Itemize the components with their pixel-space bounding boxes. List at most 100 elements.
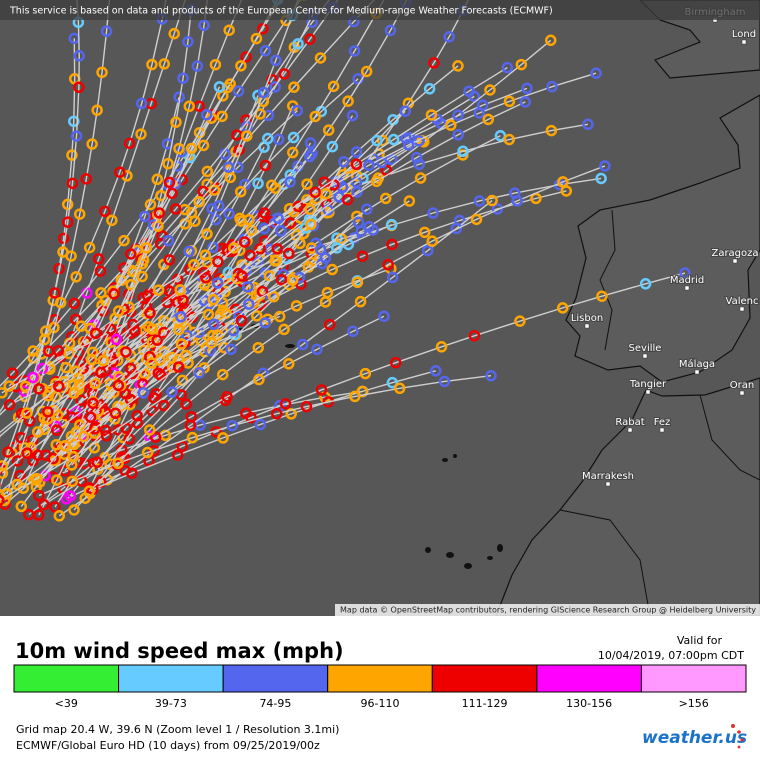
track-point	[83, 485, 96, 497]
track-point	[222, 266, 235, 279]
track-point	[202, 308, 215, 321]
track	[89, 0, 299, 489]
city-label: Lisbon	[571, 313, 603, 324]
map: BirminghamLondZaragozaMadridValencLisbon…	[0, 0, 760, 616]
track-point	[356, 385, 369, 398]
track-point	[0, 467, 9, 479]
track-point	[244, 249, 256, 262]
track-point	[112, 379, 125, 392]
track-point	[519, 96, 532, 108]
track	[22, 166, 230, 489]
track-point	[52, 380, 65, 393]
track-point	[348, 45, 361, 57]
track-point	[272, 212, 284, 224]
legend-label: >156	[679, 697, 709, 710]
track-point	[11, 478, 23, 491]
track-point	[273, 310, 286, 323]
track-point	[49, 287, 61, 299]
city-label: Marrakesh	[582, 471, 634, 482]
track-point	[250, 32, 263, 45]
track-point	[175, 311, 187, 323]
track	[35, 140, 420, 488]
track-point	[139, 210, 151, 223]
track-point	[252, 177, 264, 190]
track-point	[285, 408, 297, 420]
track-point	[501, 61, 514, 74]
track-point	[248, 296, 260, 309]
model-info: ECMWF/Global Euro HD (10 days) from 09/2…	[16, 739, 320, 752]
track-point	[234, 185, 247, 198]
track-point	[70, 365, 82, 377]
track-point	[89, 327, 102, 340]
track-point	[193, 196, 205, 208]
track-point	[96, 66, 108, 79]
track-point	[136, 270, 148, 283]
track-point	[118, 234, 130, 247]
track-point	[363, 159, 375, 172]
track-point	[47, 452, 59, 465]
track-point	[185, 142, 198, 155]
track-point	[243, 214, 255, 226]
track-point	[544, 34, 557, 47]
city-label: Oran	[730, 380, 754, 391]
track-point	[232, 85, 245, 97]
track-point	[149, 431, 162, 443]
track-point	[177, 72, 189, 84]
track-point	[0, 494, 5, 507]
track-point	[309, 110, 322, 123]
legend-label: 130-156	[566, 697, 612, 710]
track-point	[428, 57, 440, 69]
track-point	[66, 149, 78, 161]
track-point	[182, 35, 194, 48]
track-point	[393, 382, 406, 395]
track-point	[153, 207, 166, 219]
track-point	[213, 81, 226, 93]
track-point	[350, 146, 363, 158]
track-point	[60, 361, 72, 374]
track-point	[95, 366, 107, 379]
city-marker	[645, 389, 651, 395]
track-point	[59, 439, 71, 452]
track-point	[291, 104, 304, 117]
track-point	[257, 22, 269, 35]
track-point	[212, 200, 225, 212]
track-point	[378, 310, 390, 323]
track-point	[65, 250, 77, 262]
legend-label: 111-129	[462, 697, 508, 710]
track-point	[319, 252, 332, 264]
track-point	[158, 58, 171, 70]
track-point	[386, 271, 399, 284]
legend-swatch	[327, 664, 433, 693]
track-point	[410, 151, 423, 164]
track	[0, 66, 508, 438]
track-point	[327, 80, 340, 93]
track-point	[435, 341, 448, 353]
track	[30, 96, 180, 449]
track-point	[92, 253, 105, 265]
track-point	[169, 177, 182, 190]
track-point	[109, 407, 122, 420]
track-point	[175, 338, 188, 350]
track-point	[331, 242, 343, 254]
track-point	[135, 128, 147, 140]
track-point	[240, 51, 252, 63]
track	[0, 322, 266, 501]
track-point	[54, 296, 67, 309]
track-point	[112, 305, 125, 317]
track-point	[241, 130, 253, 142]
track	[23, 95, 475, 382]
track-point	[426, 235, 438, 247]
track-point	[350, 158, 363, 171]
track-point	[120, 346, 132, 358]
track-point	[354, 295, 367, 308]
legend-swatch	[13, 664, 120, 693]
legend-swatch	[640, 664, 747, 693]
track-point	[457, 145, 469, 158]
track-point	[268, 290, 280, 303]
track-point	[595, 172, 607, 185]
track-point	[370, 175, 383, 188]
track-point	[106, 214, 118, 227]
track-point	[66, 177, 79, 190]
track-point	[514, 315, 526, 327]
track-point	[278, 68, 291, 80]
